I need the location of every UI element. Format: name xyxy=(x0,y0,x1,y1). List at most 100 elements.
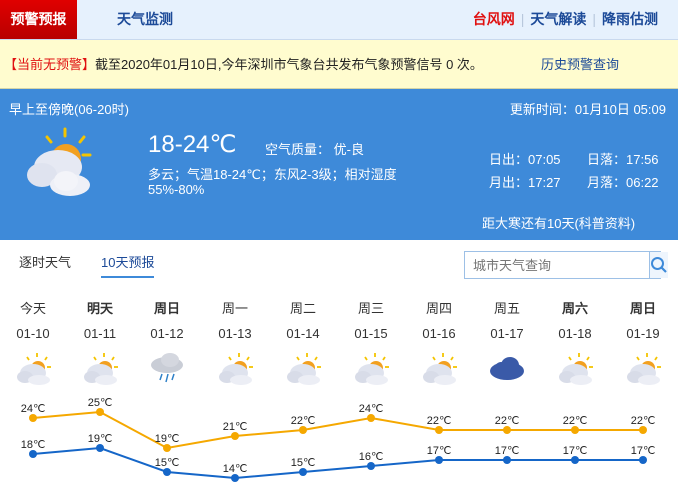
tab-10day[interactable]: 10天预报 xyxy=(101,255,155,278)
data-label: 16℃ xyxy=(359,451,384,463)
data-label: 24℃ xyxy=(21,403,46,415)
data-point xyxy=(639,456,647,464)
air-quality: 空气质量： 优-良 xyxy=(265,142,364,157)
search-icon xyxy=(651,257,667,273)
light-rain-icon xyxy=(137,352,197,388)
data-point xyxy=(163,468,171,476)
data-point xyxy=(367,462,375,470)
data-point xyxy=(96,444,104,452)
data-label: 22℃ xyxy=(427,415,452,427)
data-point xyxy=(163,444,171,452)
temp-range: 18-24℃ xyxy=(148,131,237,158)
city-search-input[interactable] xyxy=(465,252,649,278)
data-point xyxy=(571,456,579,464)
data-point xyxy=(367,414,375,422)
sunrise: 日出：07:05 xyxy=(489,152,561,167)
partly-cloudy-icon xyxy=(273,352,333,388)
today-panel: 早上至傍晚(06-20时) 更新时间：01月10日 05:09 18-24℃ 空… xyxy=(0,89,678,240)
data-point xyxy=(639,426,647,434)
date-label: 01-18 xyxy=(558,326,592,341)
sunset: 日落：17:56 xyxy=(587,152,659,167)
partly-cloudy-icon xyxy=(3,352,63,388)
data-label: 17℃ xyxy=(495,445,520,457)
data-point xyxy=(29,450,37,458)
partly-cloudy-icon xyxy=(613,352,673,388)
weekday-label: 今天 xyxy=(19,301,46,316)
data-label: 17℃ xyxy=(427,445,452,457)
data-point xyxy=(503,456,511,464)
warning-text: 截至2020年01月10日,今年深圳市气象台共发布气象预警信号 0 次。 xyxy=(95,57,483,72)
weekday-label: 周日 xyxy=(629,301,656,316)
tab-weather-monitor[interactable]: 天气监测 xyxy=(117,11,173,27)
data-point xyxy=(299,468,307,476)
data-point xyxy=(503,426,511,434)
data-label: 17℃ xyxy=(563,445,588,457)
city-search xyxy=(464,251,668,279)
moonset: 月落：06:22 xyxy=(587,175,659,190)
temperature-chart: 24℃ 25℃ 19℃ 21℃ 22℃ 24℃ 22℃ 22℃ 22℃ 22℃ 18℃ 19℃ 15℃ 1… xyxy=(21,397,656,482)
weather-desc: 多云；气温18-24℃；东风2-3级；相对湿度 xyxy=(148,167,397,182)
weekday-label: 周六 xyxy=(561,301,588,316)
partly-cloudy-icon xyxy=(27,127,92,196)
data-point xyxy=(231,432,239,440)
solar-term-link[interactable]: 距大寒还有10天(科普资料) xyxy=(482,216,636,231)
data-label: 22℃ xyxy=(291,415,316,427)
data-label: 24℃ xyxy=(359,403,384,415)
data-point xyxy=(435,426,443,434)
date-label: 01-14 xyxy=(286,326,320,341)
date-label: 01-10 xyxy=(16,326,50,341)
overcast-icon xyxy=(477,352,537,388)
divider: | xyxy=(520,11,525,27)
link-typhoon[interactable]: 台风网 xyxy=(472,11,515,27)
link-rain-estimate[interactable]: 降雨估测 xyxy=(602,11,658,27)
data-point xyxy=(231,474,239,482)
partly-cloudy-icon xyxy=(341,352,401,388)
data-point xyxy=(435,456,443,464)
date-label: 01-12 xyxy=(150,326,184,341)
data-label: 18℃ xyxy=(21,439,46,451)
divider: | xyxy=(592,11,596,27)
weekday-label: 周一 xyxy=(221,301,248,316)
date-label: 01-16 xyxy=(422,326,456,341)
weekday-label: 周日 xyxy=(153,301,180,316)
update-time: 更新时间：01月10日 05:09 xyxy=(509,102,666,117)
date-label: 01-17 xyxy=(490,326,524,341)
data-label: 19℃ xyxy=(155,433,180,445)
weekday-label: 周三 xyxy=(357,301,384,316)
series-line-high xyxy=(32,410,643,450)
data-label: 14℃ xyxy=(223,463,248,475)
data-label: 19℃ xyxy=(88,433,113,445)
partly-cloudy-icon xyxy=(205,352,265,388)
search-button[interactable] xyxy=(649,252,668,278)
series-line-low xyxy=(32,446,643,480)
link-weather-analysis[interactable]: 天气解读 xyxy=(530,11,587,27)
moonrise: 月出：17:27 xyxy=(489,175,561,190)
data-label: 22℃ xyxy=(631,415,656,427)
tab-warning-forecast[interactable]: 预警预报 xyxy=(0,0,77,39)
tab-hourly[interactable]: 逐时天气 xyxy=(19,255,72,270)
weekday-label: 明天 xyxy=(86,301,113,316)
data-label: 21℃ xyxy=(223,421,248,433)
data-label: 15℃ xyxy=(155,457,180,469)
date-label: 01-13 xyxy=(218,326,252,341)
weekday-label: 周二 xyxy=(289,301,316,316)
warning-bar: 【当前无预警】截至2020年01月10日,今年深圳市气象台共发布气象预警信号 0… xyxy=(0,40,678,89)
data-label: 22℃ xyxy=(563,415,588,427)
data-label: 25℃ xyxy=(88,397,113,409)
partly-cloudy-icon xyxy=(545,352,605,388)
humidity: 55%-80% xyxy=(148,182,205,197)
data-label: 15℃ xyxy=(291,457,316,469)
date-label: 01-15 xyxy=(354,326,388,341)
data-label: 22℃ xyxy=(495,415,520,427)
period: 早上至傍晚(06-20时) xyxy=(9,102,129,117)
data-point xyxy=(571,426,579,434)
top-nav: 预警预报 天气监测 台风网 | 天气解读 | 降雨估测 xyxy=(0,0,678,40)
history-warning-link[interactable]: 历史预警查询 xyxy=(541,57,620,72)
warning-status: 【当前无预警】 xyxy=(4,57,96,72)
partly-cloudy-icon xyxy=(70,352,130,388)
date-label: 01-11 xyxy=(83,326,117,341)
data-point xyxy=(299,426,307,434)
data-point xyxy=(29,414,37,422)
weekday-label: 周四 xyxy=(425,301,452,316)
partly-cloudy-icon xyxy=(409,352,469,388)
